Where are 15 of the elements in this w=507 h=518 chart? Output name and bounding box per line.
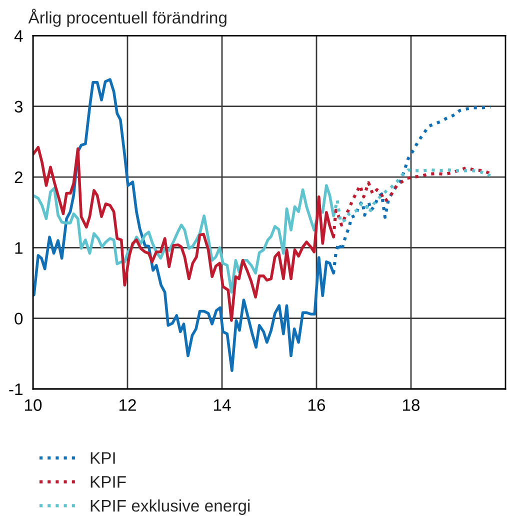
x-tick-label: 12 — [120, 399, 136, 411]
y-tick-label: 2 — [14, 171, 22, 184]
legend-label: KPI — [90, 452, 115, 464]
y-tick-label: 1 — [15, 242, 22, 254]
y-tick-label: 3 — [14, 100, 23, 113]
x-tick-label: 16 — [308, 399, 326, 411]
y-tick-label: -1 — [9, 384, 22, 396]
x-tick-label: 14 — [214, 399, 231, 411]
legend-label: KPIF — [90, 476, 126, 488]
legend-label: KPIF exklusive energi — [90, 499, 250, 515]
y-axis-title: Årlig procentuell förändring — [28, 8, 226, 27]
y-tick-label: 4 — [14, 30, 23, 42]
x-tick-label: 10 — [25, 399, 42, 411]
x-tick-label: 18 — [403, 399, 420, 411]
y-tick-label: 0 — [14, 312, 23, 325]
